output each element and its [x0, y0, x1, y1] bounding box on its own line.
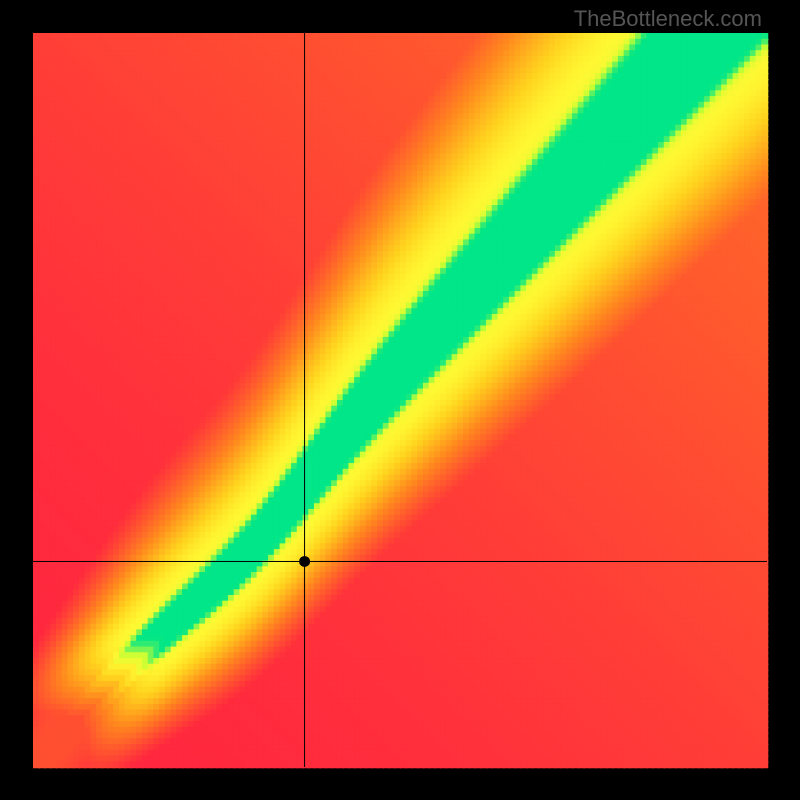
bottleneck-heatmap-canvas — [0, 0, 800, 800]
chart-container: TheBottleneck.com — [0, 0, 800, 800]
watermark-text: TheBottleneck.com — [574, 6, 762, 32]
